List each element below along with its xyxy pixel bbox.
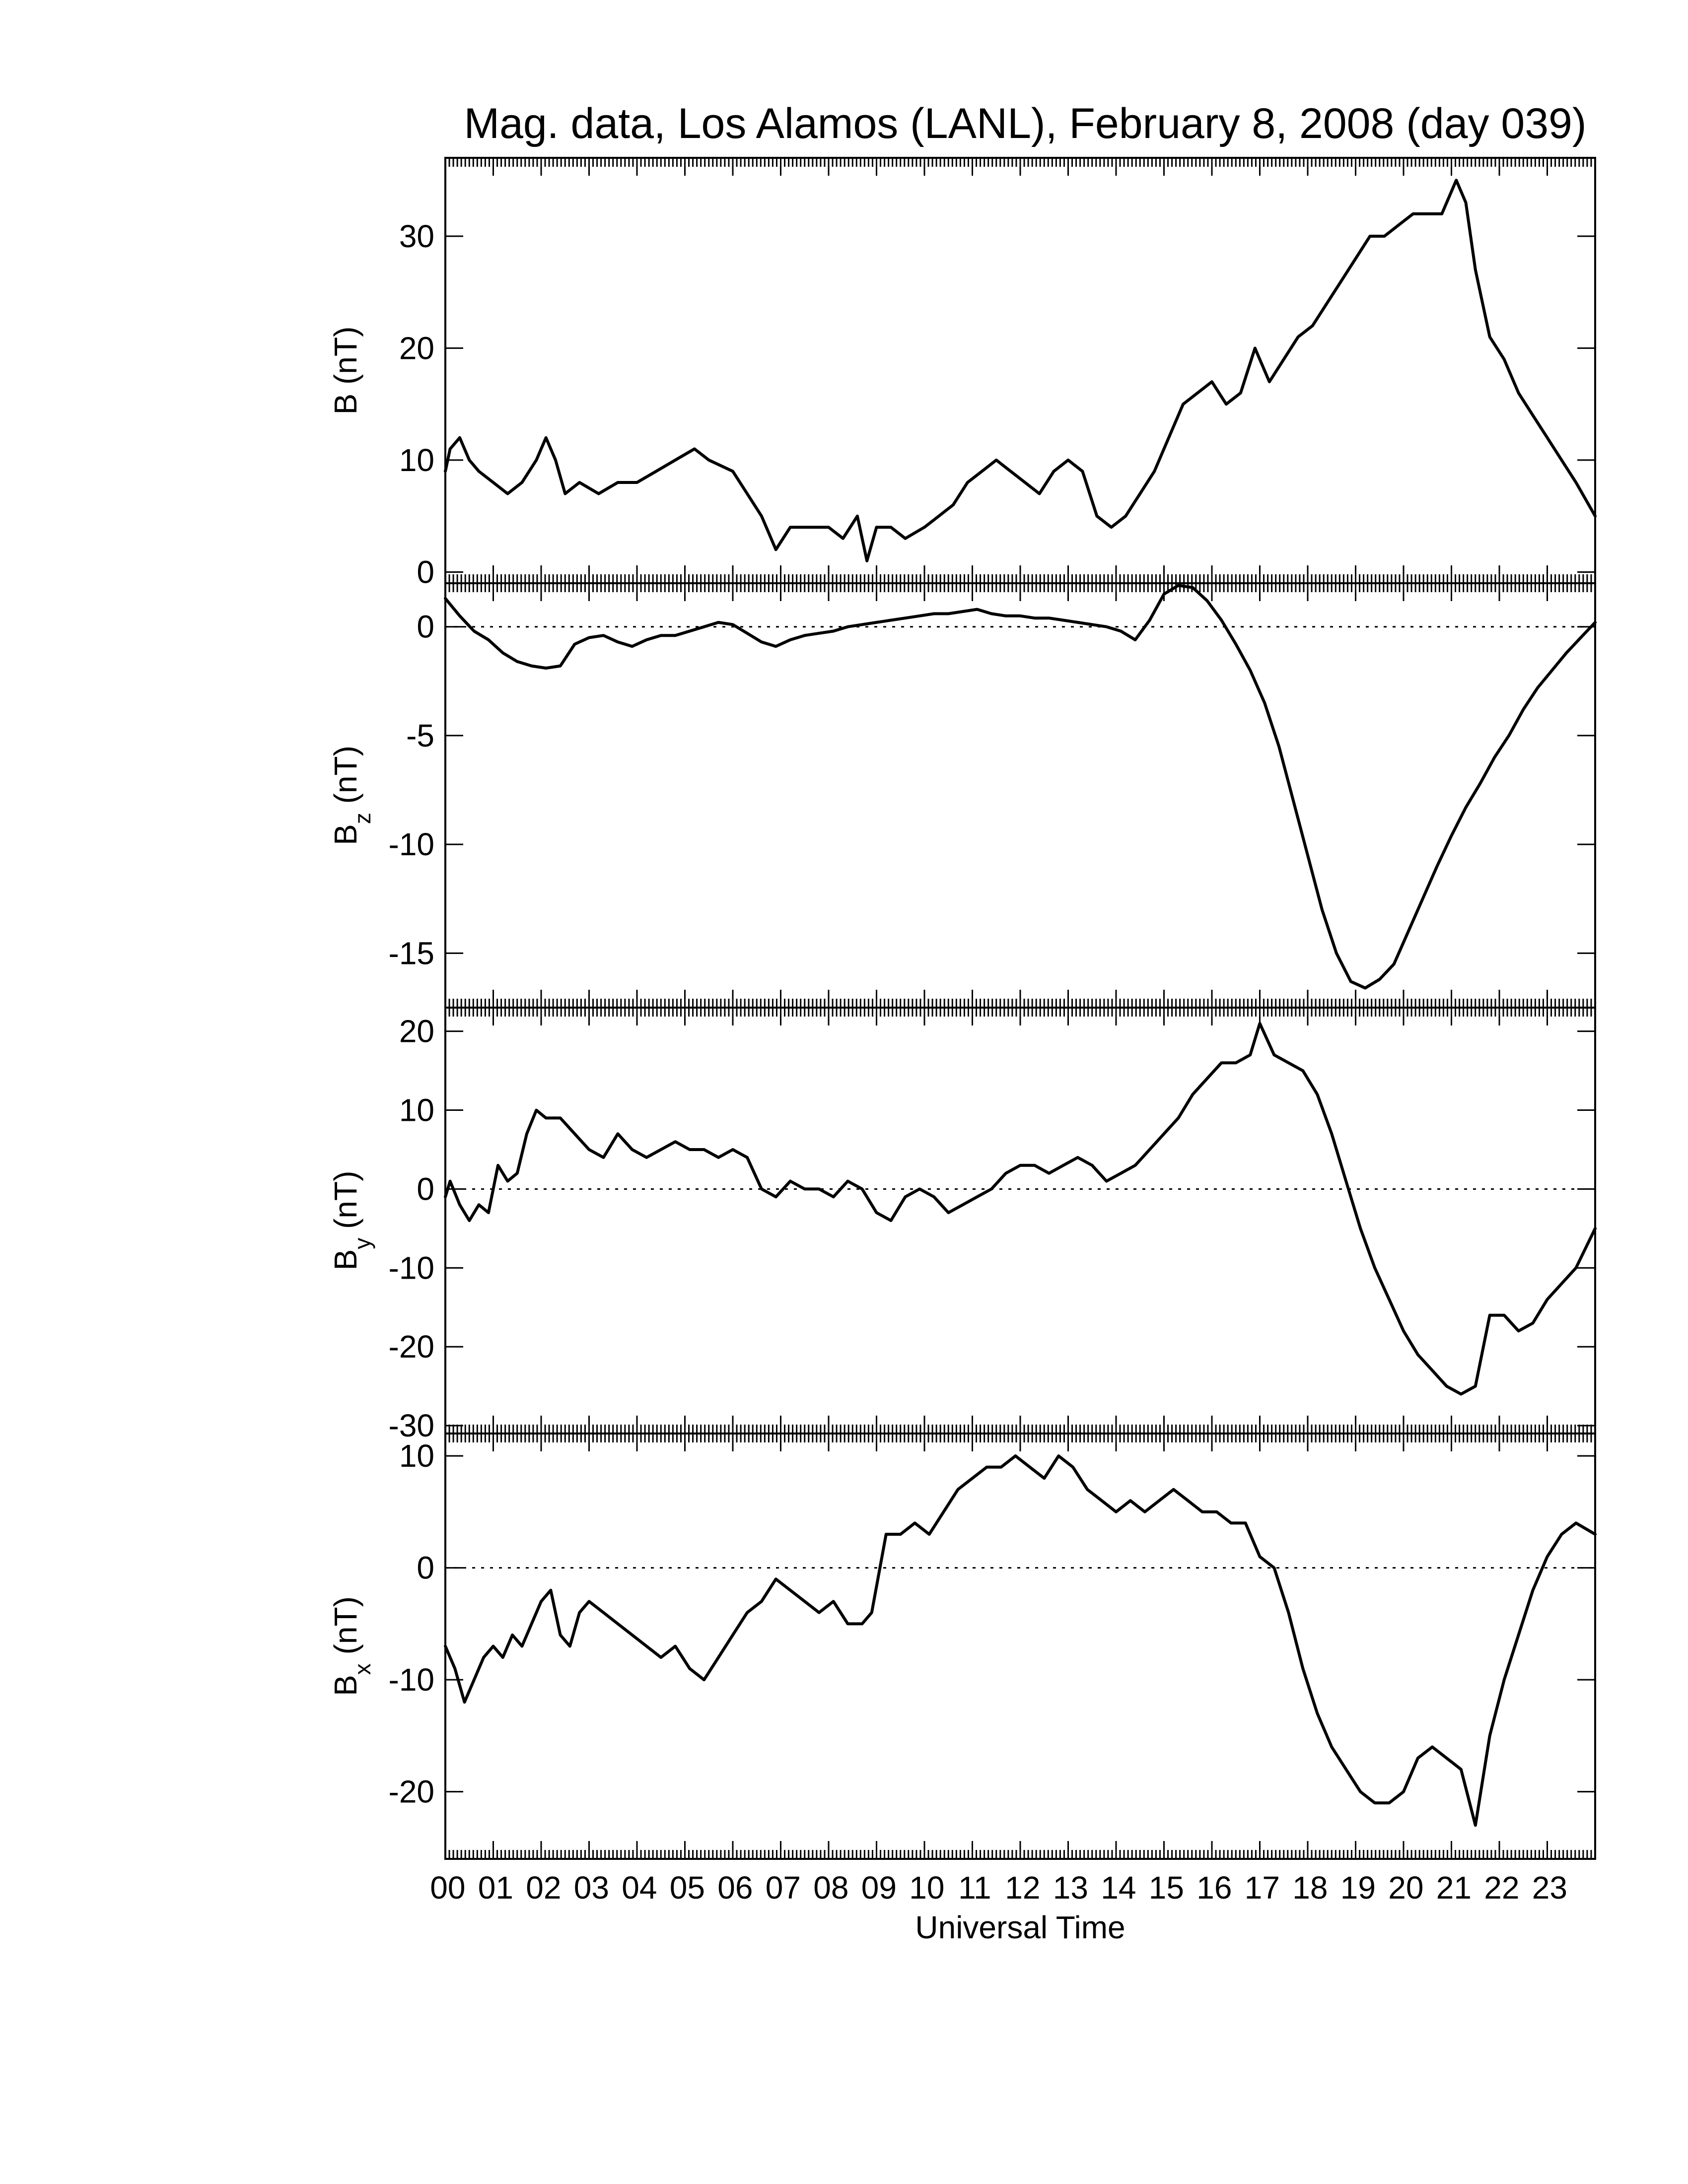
y-tick-label: 0 (417, 1550, 434, 1586)
panel-frame (444, 582, 1596, 1009)
x-tick-label: 15 (1149, 1870, 1184, 1906)
y-axis-label: B (nT) (328, 327, 363, 415)
y-tick-label: 0 (417, 554, 434, 590)
series-line-bx (444, 1454, 1597, 1827)
x-tick-label: 12 (1005, 1870, 1040, 1906)
x-tick-label: 01 (478, 1870, 513, 1906)
panel-frame (444, 157, 1596, 584)
x-tick-label: 20 (1388, 1870, 1423, 1906)
y-tick-label: -20 (389, 1774, 435, 1810)
y-tick-label: 10 (399, 1438, 434, 1474)
y-tick-label: -15 (389, 935, 435, 971)
x-axis-label: Universal Time (915, 1910, 1125, 1945)
x-tick-label: 02 (526, 1870, 561, 1906)
y-tick-label: 10 (399, 1092, 434, 1128)
x-tick-label: 03 (574, 1870, 609, 1906)
panel-b: 0 10 20 30 B (nT) (328, 157, 1597, 590)
x-tick-label: 04 (622, 1870, 657, 1906)
x-tick-label: 11 (958, 1870, 991, 1906)
series-line-b (444, 179, 1597, 562)
y-tick-label: 30 (399, 218, 434, 254)
y-axis-label: Bx (nT) (328, 1596, 375, 1696)
y-tick-label: 0 (417, 609, 434, 645)
y-tick-label: -30 (389, 1408, 435, 1443)
panel-by: 20 10 0 -10 -20 -30 By (nT) (328, 1007, 1597, 1443)
y-axis-label: By (nT) (328, 1171, 375, 1271)
x-tick-label: 00 (430, 1870, 465, 1906)
x-tick-label: 18 (1292, 1870, 1328, 1906)
series-line-bz (444, 584, 1597, 990)
x-tick-label: 21 (1436, 1870, 1472, 1906)
x-tick-label: 09 (861, 1870, 897, 1906)
panel-frame (444, 1007, 1596, 1434)
x-tick-label: 07 (766, 1870, 801, 1906)
y-tick-label: -20 (389, 1329, 435, 1365)
panel-bx: 10 0 -10 -20 Bx (nT) (328, 1433, 1597, 1860)
x-tick-label: 22 (1484, 1870, 1519, 1906)
chart-title: Mag. data, Los Alamos (LANL), February 8… (464, 100, 1586, 147)
y-tick-label: -10 (389, 1662, 435, 1698)
y-tick-label: -10 (389, 826, 435, 862)
x-tick-label: 14 (1101, 1870, 1136, 1906)
x-tick-label: 05 (670, 1870, 705, 1906)
y-axis-label: Bz (nT) (328, 746, 375, 845)
x-tick-label: 19 (1340, 1870, 1376, 1906)
y-tick-label: 0 (417, 1171, 434, 1207)
panel-bz: 0 -5 -10 -15 Bz (nT) (328, 582, 1597, 1009)
x-tick-labels: 00 01 02 03 04 05 06 07 08 09 10 11 12 13 14 15 16 17 18 19… (430, 1870, 1567, 1906)
x-tick-label: 17 (1245, 1870, 1280, 1906)
y-tick-label: 20 (399, 330, 434, 366)
x-tick-label: 13 (1053, 1870, 1088, 1906)
y-tick-label: 20 (399, 1014, 434, 1049)
y-tick-label: -10 (389, 1250, 435, 1286)
series-line-by (444, 1022, 1597, 1396)
panels-group: 0 10 20 30 B (nT) 0 -5 -10 -15 Bz (nT) 20 10 0 -10 -20… (328, 157, 1597, 1860)
x-tick-label: 08 (813, 1870, 848, 1906)
x-tick-label: 23 (1532, 1870, 1567, 1906)
x-tick-label: 16 (1196, 1870, 1232, 1906)
x-tick-label: 06 (717, 1870, 753, 1906)
x-tick-label: 10 (909, 1870, 944, 1906)
y-tick-label: 10 (399, 442, 434, 478)
y-tick-label: -5 (406, 718, 434, 753)
panel-frame (444, 1433, 1596, 1860)
